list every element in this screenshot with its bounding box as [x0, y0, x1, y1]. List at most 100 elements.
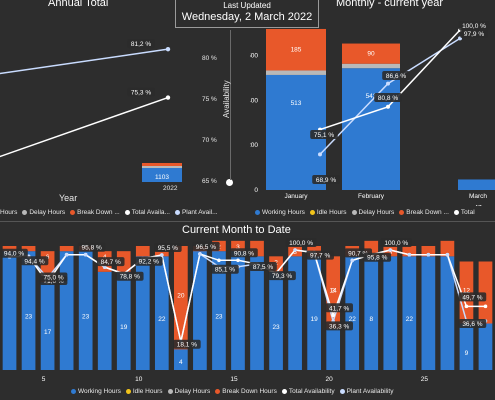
- legend-label: Hours: [0, 209, 18, 216]
- daily-plant-point: [293, 248, 297, 252]
- daily-x-tick: 25: [421, 376, 429, 383]
- annual-bar-working: [142, 168, 182, 182]
- annual-slider-dot[interactable]: [226, 179, 233, 186]
- section-divider: [0, 221, 495, 222]
- daily-bar-working: [250, 256, 264, 370]
- daily-breakdown-label: 3: [331, 288, 335, 295]
- daily-working-label: 23: [215, 314, 223, 321]
- monthly-bar-working: [458, 179, 495, 190]
- daily-pct-label-bg: [0, 248, 28, 258]
- daily-plant-point: [198, 252, 202, 256]
- legend-label: Total: [460, 209, 475, 216]
- daily-pct-label: 94,0 %: [4, 251, 24, 258]
- monthly-bar-working: [342, 68, 400, 190]
- daily-bar-working: [440, 256, 455, 370]
- legend-plant-icon: [339, 389, 345, 394]
- legend-label: Idle Hours: [132, 388, 163, 395]
- monthly-bar-delay: [342, 63, 400, 69]
- monthly-title: Monthly - current year: [336, 0, 443, 9]
- legend-label: Working Hours: [78, 388, 121, 395]
- monthly-y-tick: 600: [250, 52, 258, 59]
- daily-pct-label-bg: [77, 242, 106, 252]
- daily-pct-label: 90,8 %: [234, 250, 254, 257]
- annual-y-tick: 70 %: [202, 137, 217, 144]
- daily-pct-label-bg: [363, 252, 392, 262]
- daily-plant-point: [83, 252, 88, 257]
- daily-pct-label-bg: [39, 272, 68, 282]
- daily-working-label: 22: [349, 316, 357, 323]
- daily-x-tick: 15: [230, 376, 238, 383]
- daily-total-point: [236, 258, 240, 263]
- daily-bar-working: [174, 349, 188, 370]
- daily-pct-label-bg: [458, 319, 487, 329]
- daily-breakdown-label: 3: [388, 249, 392, 256]
- daily-pct-label: 79,3 %: [272, 273, 292, 280]
- legend-label: Working Hours: [262, 209, 305, 216]
- daily-pct-label: 90,7 %: [348, 250, 368, 257]
- legend-working-icon: [71, 389, 76, 394]
- daily-pct-label: 84,7 %: [101, 259, 121, 266]
- daily-breakdown-label: 12: [463, 288, 471, 295]
- daily-x-tick: 5: [42, 376, 46, 383]
- monthly-plant-label-bg: [312, 175, 340, 184]
- daily-plant-point: [388, 248, 393, 252]
- annual-bar-delay: [142, 166, 182, 168]
- legend-label: Delay Hours: [358, 209, 395, 216]
- legend-label: Break Down ...: [77, 209, 120, 216]
- legend-label: Plant Availability: [346, 388, 394, 395]
- monthly-bar-breakdown: [266, 28, 326, 71]
- daily-bar-breakdown: [59, 246, 74, 252]
- daily-working-label: 19: [120, 324, 128, 331]
- daily-breakdown-label: 20: [177, 293, 185, 300]
- monthly-top-label-bg: [458, 21, 490, 30]
- daily-title: Current Month to Date: [182, 224, 291, 236]
- daily-pct-label-bg: [173, 339, 201, 349]
- daily-bar-working: [2, 251, 17, 370]
- daily-bar-working: [78, 251, 93, 370]
- legend-label: Total Availability: [288, 388, 335, 395]
- daily-legend: Working Hours Idle Hours Delay Hours Bre…: [66, 388, 393, 395]
- daily-working-label: 22: [158, 316, 166, 323]
- legend-idle-icon: [309, 210, 315, 215]
- daily-pct-label-bg: [20, 256, 49, 266]
- monthly-top-label: 97,9 %: [464, 31, 484, 38]
- monthly-top-label: 100,0 %: [462, 23, 486, 30]
- daily-pct-label: 85,1 %: [215, 267, 235, 274]
- daily-pct-label-bg: [268, 271, 296, 281]
- annual-y-tick: 65 %: [202, 178, 217, 185]
- monthly-total-label: 80,8 %: [378, 95, 398, 102]
- legend-breakdown-icon: [70, 210, 76, 215]
- annual-bar-value: 1103: [155, 174, 169, 181]
- daily-pct-label: 36,3 %: [329, 323, 349, 330]
- monthly-total-label-bg: [310, 130, 338, 139]
- annual-plant-label-bg: [127, 39, 155, 49]
- daily-pct-label: 75,0 %: [43, 274, 63, 281]
- daily-pct-label-bg: [192, 241, 220, 251]
- annual-bar-breakdown: [142, 163, 182, 166]
- legend-label: Delay Hours: [174, 388, 211, 395]
- daily-pct-label-bg: [306, 250, 334, 260]
- daily-pct-label: 18,1 %: [177, 342, 197, 349]
- daily-pct-label-bg: [249, 262, 277, 271]
- monthly-breakdown-label: 185: [291, 47, 302, 54]
- daily-pct-label: 87,5 %: [253, 264, 273, 271]
- monthly-plant-label: 86,6 %: [386, 73, 406, 80]
- daily-working-label: 23: [82, 314, 90, 321]
- annual-legend: Hours Delay Hours Break Down ... Total A…: [0, 209, 218, 216]
- daily-bar-working: [326, 328, 341, 370]
- legend-label: Break Down Hours: [222, 388, 277, 395]
- monthly-plant-label-bg: [382, 71, 410, 80]
- monthly-y-axis-label: Availability: [222, 80, 231, 118]
- legend-working-icon: [255, 210, 260, 215]
- legend-delay-icon: [351, 210, 357, 215]
- daily-bar-breakdown: [440, 240, 455, 257]
- legend-total-icon: [124, 210, 130, 215]
- daily-bar-working: [59, 251, 74, 370]
- monthly-y-tick: 0: [254, 187, 258, 194]
- monthly-breakdown-label: 90: [367, 51, 375, 58]
- monthly-plant-point: [318, 152, 322, 157]
- daily-pct-label-bg: [115, 271, 144, 281]
- legend-total-icon: [453, 210, 459, 215]
- daily-bar-working: [421, 256, 436, 370]
- last-updated-label: Last Updated: [223, 1, 271, 10]
